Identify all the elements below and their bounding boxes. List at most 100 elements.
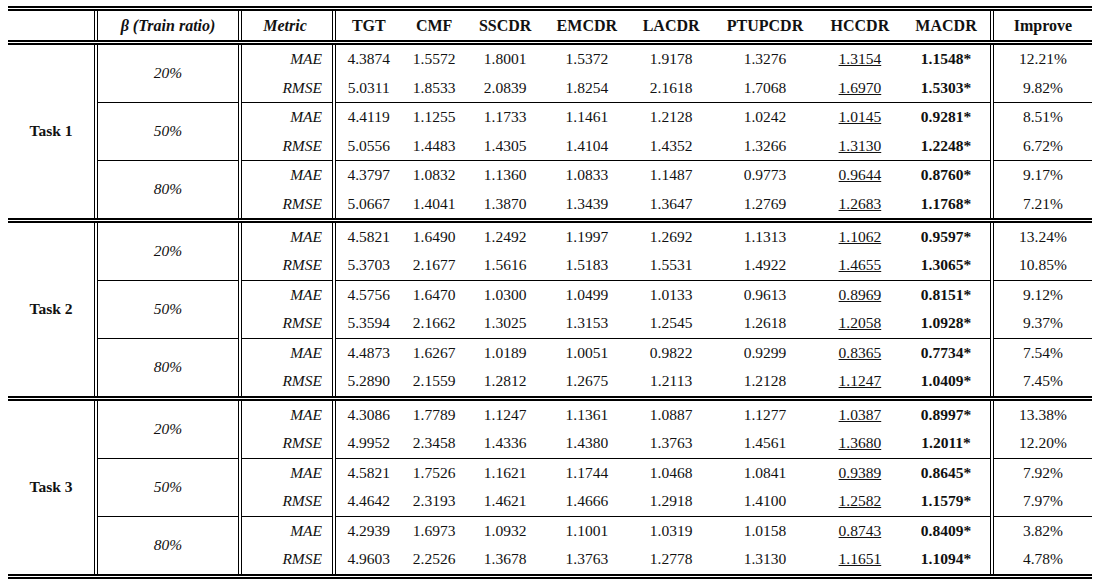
table-row: 80%MAE4.48731.62671.01891.00510.98220.92… bbox=[8, 338, 1092, 367]
value-cell: 1.3647 bbox=[630, 190, 712, 221]
improve-cell: 12.20% bbox=[992, 429, 1092, 458]
value-cell: 0.8969 bbox=[818, 280, 902, 309]
improve-cell: 7.45% bbox=[992, 367, 1092, 398]
value-cell: 1.2812 bbox=[467, 367, 544, 398]
value-cell: 1.2011* bbox=[902, 429, 992, 458]
value-cell: 0.9597* bbox=[902, 221, 992, 252]
value-cell: 4.5821 bbox=[334, 221, 402, 252]
value-cell: 2.1677 bbox=[402, 251, 467, 280]
value-cell: 1.8001 bbox=[467, 43, 544, 74]
metric-label: MAE bbox=[240, 103, 334, 132]
value-cell: 2.3458 bbox=[402, 429, 467, 458]
value-cell: 1.5303* bbox=[902, 74, 992, 103]
value-cell: 1.2545 bbox=[630, 309, 712, 338]
value-cell: 1.2582 bbox=[818, 487, 902, 516]
value-cell: 1.4666 bbox=[544, 487, 630, 516]
value-cell: 5.3703 bbox=[334, 251, 402, 280]
improve-header: Improve bbox=[992, 9, 1092, 43]
train-ratio: 20% bbox=[96, 43, 240, 103]
value-cell: 1.0468 bbox=[630, 458, 712, 487]
value-cell: 1.9178 bbox=[630, 43, 712, 74]
improve-cell: 7.54% bbox=[992, 338, 1092, 367]
table-row: 80%MAE4.37971.08321.13601.08331.14870.97… bbox=[8, 161, 1092, 190]
value-cell: 4.5756 bbox=[334, 280, 402, 309]
value-cell: 1.4305 bbox=[467, 132, 544, 161]
value-cell: 0.9299 bbox=[712, 338, 818, 367]
table-row: 50%MAE4.58211.75261.16211.17441.04681.08… bbox=[8, 458, 1092, 487]
value-cell: 0.8409* bbox=[902, 516, 992, 545]
value-cell: 1.4380 bbox=[544, 429, 630, 458]
metric-label: RMSE bbox=[240, 367, 334, 398]
value-cell: 1.7789 bbox=[402, 398, 467, 429]
improve-cell: 9.82% bbox=[992, 74, 1092, 103]
train-ratio: 50% bbox=[96, 280, 240, 338]
value-cell: 2.0839 bbox=[467, 74, 544, 103]
value-cell: 4.2939 bbox=[334, 516, 402, 545]
value-cell: 1.3763 bbox=[544, 545, 630, 576]
value-cell: 2.3193 bbox=[402, 487, 467, 516]
metric-label: RMSE bbox=[240, 487, 334, 516]
value-cell: 1.1062 bbox=[818, 221, 902, 252]
value-cell: 1.5372 bbox=[544, 43, 630, 74]
results-table: β (Train ratio) Metric TGTCMFSSCDREMCDRL… bbox=[8, 6, 1092, 579]
paper-table-page: β (Train ratio) Metric TGTCMFSSCDREMCDRL… bbox=[0, 0, 1100, 580]
value-cell: 1.2128 bbox=[630, 103, 712, 132]
metric-label: RMSE bbox=[240, 251, 334, 280]
value-cell: 1.1277 bbox=[712, 398, 818, 429]
task-label: Task 2 bbox=[8, 221, 96, 399]
value-cell: 4.4873 bbox=[334, 338, 402, 367]
value-cell: 5.0667 bbox=[334, 190, 402, 221]
table-header: β (Train ratio) Metric TGTCMFSSCDREMCDRL… bbox=[8, 9, 1092, 43]
value-cell: 4.3874 bbox=[334, 43, 402, 74]
value-cell: 1.2692 bbox=[630, 221, 712, 252]
task-label: Task 3 bbox=[8, 398, 96, 576]
value-cell: 1.1360 bbox=[467, 161, 544, 190]
value-cell: 1.6970 bbox=[818, 74, 902, 103]
value-cell: 1.3266 bbox=[712, 132, 818, 161]
value-cell: 1.3870 bbox=[467, 190, 544, 221]
value-cell: 1.4100 bbox=[712, 487, 818, 516]
value-cell: 1.0928* bbox=[902, 309, 992, 338]
table-row: Task 220%MAE4.58211.64901.24921.19971.26… bbox=[8, 221, 1092, 252]
value-cell: 1.2918 bbox=[630, 487, 712, 516]
value-cell: 0.9281* bbox=[902, 103, 992, 132]
value-cell: 1.0387 bbox=[818, 398, 902, 429]
improve-cell: 9.12% bbox=[992, 280, 1092, 309]
metric-label: RMSE bbox=[240, 190, 334, 221]
task-label: Task 1 bbox=[8, 43, 96, 221]
method-header-macdr: MACDR bbox=[902, 9, 992, 43]
value-cell: 1.4352 bbox=[630, 132, 712, 161]
metric-label: RMSE bbox=[240, 74, 334, 103]
value-cell: 1.3680 bbox=[818, 429, 902, 458]
value-cell: 1.1247 bbox=[818, 367, 902, 398]
value-cell: 1.0158 bbox=[712, 516, 818, 545]
value-cell: 1.3065* bbox=[902, 251, 992, 280]
value-cell: 1.3130 bbox=[818, 132, 902, 161]
metric-label: MAE bbox=[240, 516, 334, 545]
value-cell: 1.1487 bbox=[630, 161, 712, 190]
value-cell: 1.1247 bbox=[467, 398, 544, 429]
value-cell: 1.3130 bbox=[712, 545, 818, 576]
value-cell: 1.2618 bbox=[712, 309, 818, 338]
value-cell: 1.2248* bbox=[902, 132, 992, 161]
value-cell: 1.3025 bbox=[467, 309, 544, 338]
value-cell: 1.2769 bbox=[712, 190, 818, 221]
value-cell: 1.4041 bbox=[402, 190, 467, 221]
value-cell: 4.4642 bbox=[334, 487, 402, 516]
improve-cell: 3.82% bbox=[992, 516, 1092, 545]
value-cell: 2.1662 bbox=[402, 309, 467, 338]
value-cell: 0.8151* bbox=[902, 280, 992, 309]
value-cell: 2.1559 bbox=[402, 367, 467, 398]
value-cell: 1.2683 bbox=[818, 190, 902, 221]
method-header-ptupcdr: PTUPCDR bbox=[712, 9, 818, 43]
improve-cell: 7.97% bbox=[992, 487, 1092, 516]
value-cell: 1.4655 bbox=[818, 251, 902, 280]
value-cell: 1.4336 bbox=[467, 429, 544, 458]
value-cell: 1.0145 bbox=[818, 103, 902, 132]
value-cell: 4.3086 bbox=[334, 398, 402, 429]
table-row: 80%MAE4.29391.69731.09321.10011.03191.01… bbox=[8, 516, 1092, 545]
value-cell: 0.7734* bbox=[902, 338, 992, 367]
value-cell: 1.6267 bbox=[402, 338, 467, 367]
value-cell: 1.0932 bbox=[467, 516, 544, 545]
value-cell: 1.1313 bbox=[712, 221, 818, 252]
